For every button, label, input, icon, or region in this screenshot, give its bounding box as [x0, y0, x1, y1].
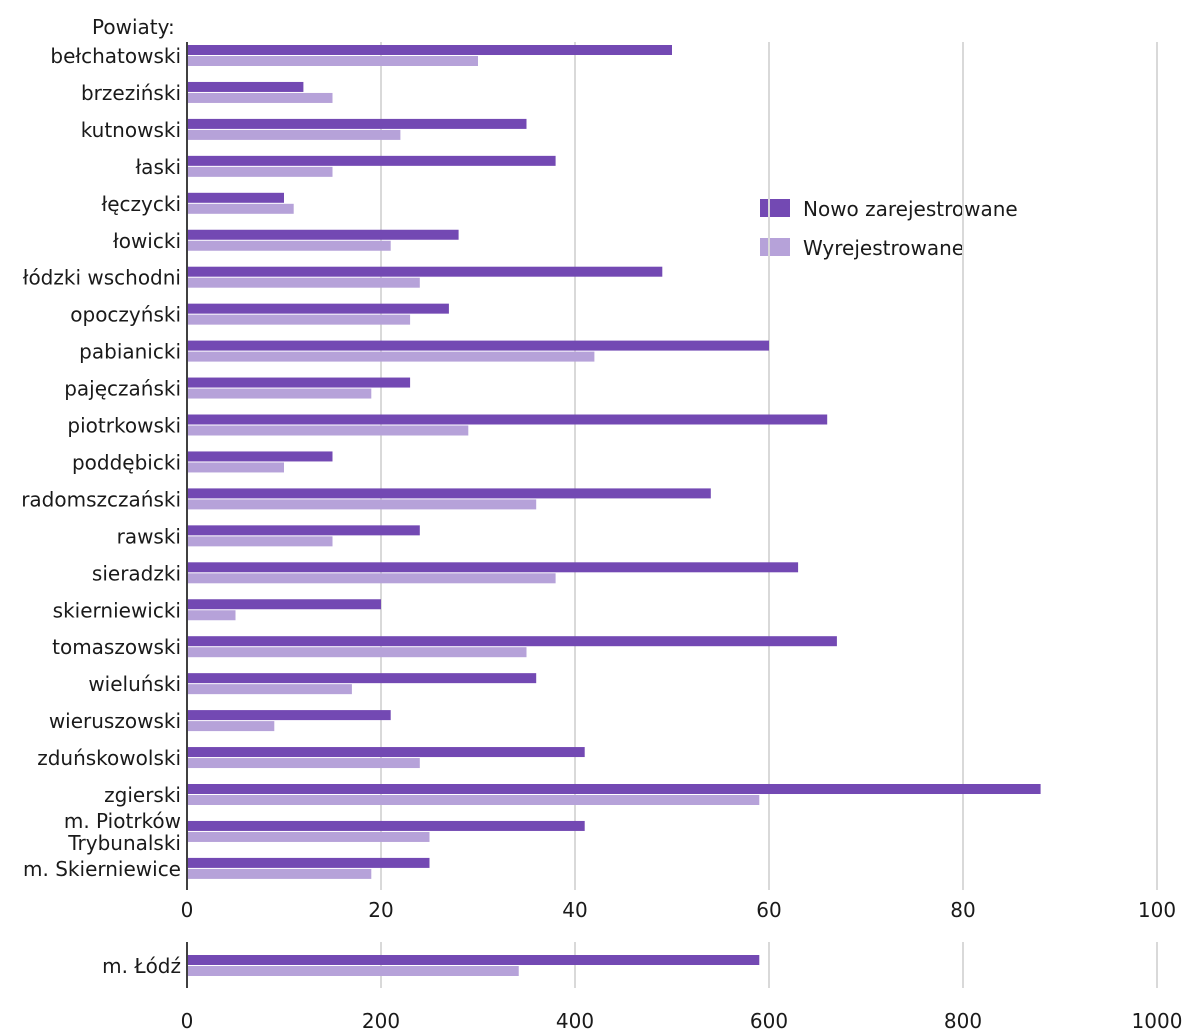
x-tick-label: 0 — [181, 898, 194, 922]
bar-new-registered — [187, 784, 1041, 794]
bar-new-registered — [187, 155, 556, 166]
bar-new-registered — [187, 192, 284, 203]
x-tick-label: 0 — [181, 1009, 194, 1030]
legend-swatch-deregistered — [760, 238, 790, 256]
legend-swatch-new — [760, 199, 790, 217]
bar-deregistered — [187, 462, 284, 473]
bar-new-registered — [187, 45, 672, 55]
bar-new-registered — [187, 229, 459, 240]
category-label: tomaszowski — [52, 635, 181, 659]
x-tick-label: 60 — [756, 898, 781, 922]
y-axis-heading: Powiaty: — [92, 15, 175, 39]
category-label: pabianicki — [79, 340, 181, 364]
category-label: łaski — [136, 155, 182, 179]
bar-deregistered — [187, 277, 420, 288]
lodz-chart-panel: m. Łódź 0 200 400 600 800 1000 — [102, 942, 1182, 1030]
category-label: kutnowski — [81, 118, 181, 142]
bar-new-registered — [187, 955, 760, 965]
bar-deregistered — [187, 536, 333, 547]
bar-deregistered — [187, 647, 527, 658]
x-tick-label: 600 — [750, 1009, 788, 1030]
bar-deregistered — [187, 610, 236, 621]
category-label: sieradzki — [92, 561, 181, 585]
bar-new-registered — [187, 562, 799, 573]
bar-new-registered — [187, 857, 430, 868]
category-label: wieluński — [88, 672, 181, 696]
bar-new-registered — [187, 673, 537, 684]
category-label: pajęczański — [64, 377, 181, 401]
bar-deregistered — [187, 721, 275, 732]
bar-new-registered — [187, 747, 585, 758]
category-label: m. Łódź — [102, 954, 181, 978]
bar-new-registered — [187, 820, 585, 831]
category-label: piotrkowski — [67, 414, 181, 438]
category-label: łęczycki — [102, 192, 181, 216]
main-chart-panel: bełchatowski brzeziński kutnowski łaski łęcz… — [21, 42, 1176, 922]
bar-deregistered — [187, 573, 556, 584]
bar-deregistered — [187, 966, 519, 976]
x-tick-label: 800 — [944, 1009, 982, 1030]
bar-new-registered — [187, 636, 837, 647]
bar-deregistered — [187, 388, 372, 399]
bar-new-registered — [187, 340, 769, 351]
category-label: radomszczański — [21, 487, 181, 511]
bar-new-registered — [187, 488, 711, 499]
bar-deregistered — [187, 425, 469, 436]
bar-deregistered — [187, 499, 537, 510]
category-label: łódzki wschodni — [23, 266, 181, 290]
category-label: zduńskowolski — [37, 746, 181, 770]
category-label: rawski — [117, 524, 181, 548]
bar-new-registered — [187, 266, 663, 277]
x-tick-label: 200 — [362, 1009, 400, 1030]
bar-new-registered — [187, 710, 391, 721]
bar-new-registered — [187, 118, 527, 129]
bar-deregistered — [187, 868, 372, 879]
bar-new-registered — [187, 414, 828, 425]
x-tick-label: 1000 — [1132, 1009, 1182, 1030]
x-tick-label: 100 — [1138, 898, 1176, 922]
x-tick-label: 80 — [950, 898, 975, 922]
bar-deregistered — [187, 240, 391, 251]
x-tick-label: 20 — [368, 898, 393, 922]
legend-label-deregistered: Wyrejestrowane — [803, 236, 964, 260]
x-tick-label: 40 — [562, 898, 587, 922]
bar-new-registered — [187, 303, 449, 314]
category-label: bełchatowski — [50, 44, 181, 68]
category-label: brzeziński — [81, 81, 181, 105]
category-label: m. Piotrków Trybunalski — [64, 809, 181, 855]
bar-deregistered — [187, 831, 430, 842]
category-label: łowicki — [113, 229, 181, 253]
bar-deregistered — [187, 351, 595, 362]
bar-new-registered — [187, 599, 381, 610]
bar-deregistered — [187, 92, 333, 103]
legend-label-new: Nowo zarejestrowane — [803, 197, 1018, 221]
category-label: poddębicki — [72, 450, 181, 474]
bar-deregistered — [187, 129, 401, 140]
category-label: opoczyński — [70, 303, 181, 327]
bar-deregistered — [187, 684, 352, 695]
bar-new-registered — [187, 451, 333, 462]
bar-deregistered — [187, 166, 333, 177]
bar-deregistered — [187, 203, 294, 214]
bar-new-registered — [187, 377, 411, 388]
x-tick-label: 400 — [556, 1009, 594, 1030]
category-label: wieruszowski — [49, 709, 181, 733]
category-label: m. Skierniewice — [23, 857, 181, 881]
bar-deregistered — [187, 795, 760, 805]
legend: Nowo zarejestrowane Wyrejestrowane — [760, 197, 1018, 260]
bar-new-registered — [187, 81, 304, 92]
category-label: zgierski — [104, 783, 181, 807]
bar-deregistered — [187, 314, 411, 325]
bar-deregistered — [187, 56, 478, 66]
bar-new-registered — [187, 525, 420, 536]
category-label: skierniewicki — [53, 598, 181, 622]
bar-deregistered — [187, 758, 420, 769]
